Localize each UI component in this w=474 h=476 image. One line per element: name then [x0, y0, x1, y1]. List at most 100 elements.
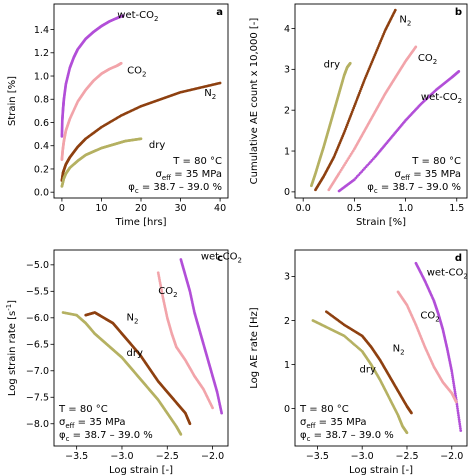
data-point [451, 373, 454, 377]
data-point [188, 422, 192, 426]
y-tick-label: 0.4 [34, 141, 49, 152]
annotation-temperature: T = 80 °C [411, 156, 461, 167]
annotation-porosity: φc = 38.7 – 39.0 % [367, 182, 461, 195]
series-label-co2: CO2 [127, 66, 146, 79]
data-point [179, 432, 183, 436]
y-tick-label: 0.0 [34, 187, 49, 198]
series-label-dry: dry [127, 348, 143, 359]
y-tick-label: 0.8 [34, 95, 49, 106]
data-point [450, 371, 454, 375]
y-tick-label: 0.2 [34, 164, 49, 175]
series-label-wet-co2: wet-CO2 [421, 92, 462, 105]
x-tick-label: 1.5 [449, 203, 464, 214]
panel-a: 0 10 20 30 40 0.0 0.2 0.4 0.6 0.8 1.0 1.2 1.4 Time [h… [7, 3, 229, 228]
y-tick-label: 1.4 [34, 25, 49, 36]
y-axis-label: Log strain rate [s-1] [5, 300, 18, 396]
data-point [121, 14, 125, 17]
data-point [410, 411, 413, 415]
data-point [393, 8, 397, 12]
series-label-dry: dry [360, 364, 376, 375]
series-dry [61, 311, 183, 436]
x-tick-label: 0.5 [347, 203, 362, 214]
y-tick-label: −7.0 [26, 366, 49, 377]
series-wet-co2 [179, 258, 224, 415]
y-tick-label: −6.0 [26, 313, 49, 324]
plot-frame [53, 249, 229, 447]
data-point [454, 394, 457, 398]
data-point [451, 375, 455, 379]
y-tick-label: 3 [284, 65, 290, 76]
data-point [458, 422, 462, 426]
data-point [457, 416, 461, 419]
series-label-n2: N2 [127, 312, 139, 325]
y-axis-label: Cumulative AE count x 10,000 [-] [249, 18, 260, 185]
series-label-co2: CO2 [418, 53, 437, 66]
series-label-n2: N2 [399, 14, 411, 27]
series-label-co2: CO2 [158, 286, 177, 299]
series-n2 [325, 310, 413, 415]
data-point [211, 406, 214, 410]
annotation-porosity: φc = 38.7 – 39.0 % [59, 430, 153, 443]
data-point [119, 61, 123, 65]
x-tick-label: −3.0 [110, 451, 133, 462]
x-axis-label: Time [hrs] [114, 217, 166, 228]
x-tick-label: 10 [95, 203, 107, 214]
x-tick-label: −2.0 [201, 451, 224, 462]
y-tick-label: 2 [284, 105, 290, 116]
data-point [452, 382, 456, 385]
data-point [452, 379, 455, 383]
x-axis-label: Strain [%] [356, 217, 406, 228]
series-label-n2: N2 [204, 88, 216, 101]
y-tick-label: 3 [284, 272, 290, 283]
series-label-dry: dry [324, 59, 340, 70]
series-co2 [396, 290, 458, 404]
x-tick-label: −3.0 [351, 451, 374, 462]
data-point [139, 137, 143, 141]
series-co2 [60, 61, 123, 162]
data-point [455, 402, 459, 406]
data-point [455, 405, 459, 408]
data-point [459, 427, 462, 430]
y-tick-label: 0.6 [34, 118, 49, 129]
series-label-wet-co2: wet-CO2 [427, 268, 468, 281]
series-dry [60, 137, 143, 188]
series-n2 [84, 311, 192, 426]
x-tick-label: −2.0 [440, 451, 463, 462]
y-tick-label: −7.5 [26, 393, 49, 404]
x-tick-label: 1.0 [398, 203, 413, 214]
x-tick-label: 0 [59, 203, 65, 214]
annotation-effective-stress: σeff = 35 MPa [300, 417, 366, 430]
annotation-temperature: T = 80 °C [58, 404, 108, 415]
x-tick-label: 20 [135, 203, 147, 214]
x-tick-label: −3.5 [306, 451, 329, 462]
data-point [457, 70, 461, 73]
x-axis-label: Log strain [-] [349, 465, 413, 476]
y-tick-label: 1.0 [34, 71, 49, 82]
data-point [453, 388, 457, 391]
panel-letter: b [455, 7, 462, 18]
data-point [454, 400, 458, 404]
data-point [456, 411, 460, 415]
panel-letter: a [216, 7, 223, 18]
series-co2 [156, 271, 214, 410]
data-point [453, 390, 457, 393]
x-tick-label: −2.5 [156, 451, 179, 462]
series-dry [311, 319, 409, 435]
panel-letter: d [455, 253, 462, 264]
y-tick-label: −5.5 [26, 287, 49, 298]
x-tick-label: 0.0 [296, 203, 311, 214]
annotation-effective-stress: σeff = 35 MPa [59, 417, 125, 430]
annotation-effective-stress: σeff = 35 MPa [156, 169, 222, 182]
series-label-wet-co2: wet-CO2 [201, 252, 242, 265]
annotation-temperature: T = 80 °C [299, 404, 349, 415]
panel-letter: c [217, 253, 223, 264]
data-point [414, 45, 418, 49]
panel-b: 0.0 0.5 1.0 1.5 0 1 2 3 4 Strain [%] Cumulative AE… [249, 3, 468, 228]
y-tick-label: −5.0 [26, 260, 49, 271]
series-n2 [314, 8, 397, 192]
y-tick-label: 1 [284, 146, 290, 157]
series-wet-co2 [60, 14, 125, 138]
data-point [453, 392, 457, 395]
data-point [405, 431, 409, 435]
